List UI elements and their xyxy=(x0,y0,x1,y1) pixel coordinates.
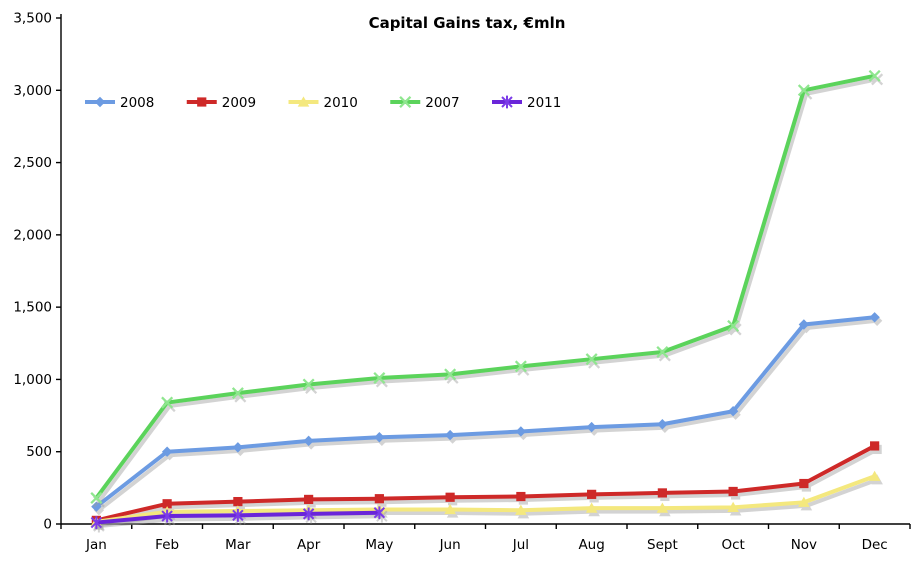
square-marker-icon xyxy=(587,489,597,499)
triangle-marker-icon xyxy=(515,504,527,515)
x-marker-icon xyxy=(868,69,881,82)
x-tick-label: Nov xyxy=(791,537,817,553)
x-tick-label: Aug xyxy=(578,537,604,553)
diamond-marker-icon xyxy=(164,450,175,461)
x-marker-icon xyxy=(161,396,174,409)
square-marker-icon xyxy=(162,499,172,509)
diamond-marker-icon xyxy=(91,501,102,512)
legend-item-2011: 2011 xyxy=(492,95,561,111)
square-marker-icon xyxy=(728,486,738,497)
asterisk-marker-icon xyxy=(302,507,315,521)
diamond-marker-icon xyxy=(586,421,597,433)
diamond-marker-icon xyxy=(303,435,314,447)
diamond-marker-icon xyxy=(869,312,880,323)
diamond-marker-icon xyxy=(515,426,527,437)
asterisk-marker-icon xyxy=(501,95,513,109)
x-marker-icon xyxy=(231,387,244,400)
series-2007-shadow xyxy=(92,73,884,508)
y-tick-label: 500 xyxy=(26,444,52,460)
triangle-marker-icon xyxy=(798,496,810,507)
x-tick-label: Jun xyxy=(439,537,461,553)
x-marker-icon xyxy=(373,371,386,384)
y-tick-label: 1,500 xyxy=(13,300,52,316)
square-marker-icon xyxy=(304,494,314,505)
x-tick-label: Mar xyxy=(225,537,251,553)
axes xyxy=(56,14,911,529)
legend-item-2008: 2008 xyxy=(85,95,154,111)
x-tick-label: Sept xyxy=(647,537,678,553)
x-tick-label: Jul xyxy=(512,537,529,553)
x-marker-icon xyxy=(585,353,598,366)
legend-item-2009: 2009 xyxy=(186,95,256,111)
triangle-marker-icon xyxy=(656,502,669,513)
square-marker-icon xyxy=(657,488,667,498)
legend-label: 2011 xyxy=(527,95,561,111)
y-tick-label: 1,000 xyxy=(13,372,52,388)
series-2008-line xyxy=(91,312,880,512)
diamond-marker-icon xyxy=(232,442,244,453)
square-marker-icon xyxy=(799,478,809,489)
x-tick-label: Feb xyxy=(155,537,179,553)
triangle-marker-icon xyxy=(444,503,456,515)
asterisk-marker-icon xyxy=(161,509,173,523)
square-marker-icon xyxy=(233,496,243,507)
diamond-marker-icon xyxy=(444,429,456,441)
x-marker-icon xyxy=(302,378,315,391)
x-tick-label: Dec xyxy=(862,537,888,553)
diamond-marker-icon xyxy=(657,419,668,430)
asterisk-marker-icon xyxy=(232,508,244,522)
x-marker-icon xyxy=(797,84,810,97)
y-tick-label: 2,500 xyxy=(13,155,52,171)
diamond-marker-icon xyxy=(374,432,385,443)
legend-label: 2007 xyxy=(425,95,459,111)
square-marker-icon xyxy=(374,494,384,504)
x-marker-icon xyxy=(514,360,527,373)
series-2007-line xyxy=(90,69,881,504)
y-tick-label: 3,000 xyxy=(13,83,52,99)
legend-item-2007: 2007 xyxy=(390,95,460,111)
square-marker-icon xyxy=(197,97,207,107)
square-marker-icon xyxy=(445,492,455,502)
y-tick-label: 2,000 xyxy=(13,227,52,243)
legend-label: 2009 xyxy=(222,95,256,111)
square-marker-icon xyxy=(870,441,880,451)
asterisk-marker-icon xyxy=(373,506,386,520)
series-2008-shadow xyxy=(93,315,883,516)
diamond-marker-icon xyxy=(94,96,106,108)
asterisk-marker-icon xyxy=(90,516,103,529)
series-2011-line xyxy=(90,506,386,529)
x-marker-icon xyxy=(399,95,412,109)
chart-title: Capital Gains tax, €mln xyxy=(368,14,566,32)
x-marker-icon xyxy=(90,491,103,504)
y-tick-label: 3,500 xyxy=(13,11,52,27)
x-marker-icon xyxy=(656,345,669,358)
triangle-marker-icon xyxy=(727,501,739,512)
x-marker-icon xyxy=(727,319,740,332)
x-tick-label: Oct xyxy=(721,537,744,553)
triangle-marker-icon xyxy=(868,470,881,481)
legend-label: 2008 xyxy=(120,95,154,111)
x-tick-label: Jan xyxy=(85,537,107,553)
square-marker-icon xyxy=(516,491,526,502)
legend-label: 2010 xyxy=(324,95,358,111)
x-tick-label: May xyxy=(365,537,393,553)
diamond-marker-icon xyxy=(798,319,810,330)
diamond-marker-icon xyxy=(161,446,173,457)
legend-item-2010: 2010 xyxy=(288,95,358,111)
diamond-marker-icon xyxy=(727,406,739,417)
triangle-marker-icon xyxy=(297,96,310,107)
triangle-marker-icon xyxy=(585,502,598,513)
x-marker-icon xyxy=(444,368,457,381)
x-tick-label: Apr xyxy=(297,537,321,553)
y-tick-label: 0 xyxy=(43,517,52,533)
